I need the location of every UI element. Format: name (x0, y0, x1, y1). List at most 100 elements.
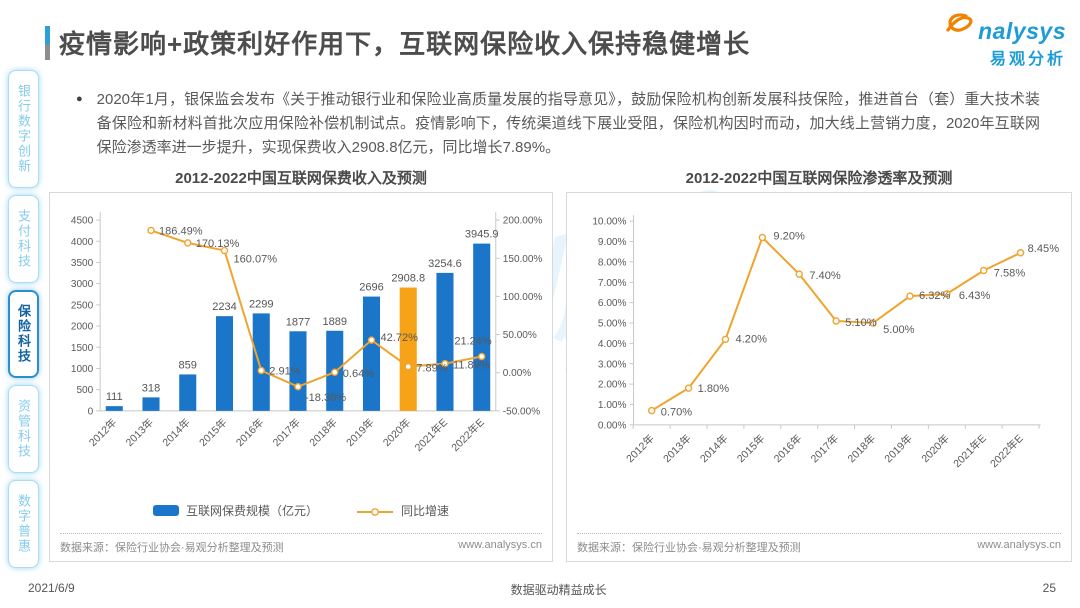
title-accent-bar (45, 26, 50, 60)
charts-row: 2012-2022中国互联网保费收入及预测 4500 4000 3500 3000 25… (49, 167, 1072, 562)
svg-text:5.00%: 5.00% (598, 319, 627, 330)
footer-date: 2021/6/9 (28, 581, 75, 595)
slide-footer: 2021/6/9 数据驱动精益成长 25 (28, 581, 1056, 598)
penetration-chart-block: 2012-2022中国互联网保险渗透率及预测 10.00% 9.00% 8.00% 7… (566, 167, 1072, 562)
premium-bar-line-chart: 4500 4000 3500 3000 2500 2000 1500 1000 500 0 200.… (71, 212, 543, 454)
website-text: www.analysys.cn (977, 539, 1061, 551)
svg-text:2015年: 2015年 (734, 432, 768, 466)
legend-item-premium-scale: 互联网保费规模（亿元） (152, 502, 318, 519)
svg-text:2012年: 2012年 (623, 432, 657, 466)
svg-text:4000: 4000 (71, 237, 94, 248)
svg-text:2000: 2000 (71, 322, 94, 333)
svg-text:1500: 1500 (71, 343, 94, 354)
svg-text:11.89%: 11.89% (453, 360, 490, 372)
analysys-logo: nalysys 易观分析 (944, 12, 1066, 69)
svg-text:3945.9: 3945.9 (465, 229, 499, 241)
svg-text:6.43%: 6.43% (959, 290, 991, 302)
summary-text: 2020年1月，银保监会发布《关于推动银行业和保险业高质量发展的指导意见》，鼓励… (96, 91, 1040, 156)
penetration-chart-source-row: 数据来源：保险行业协会·易观分析整理及预测 www.analysys.cn (577, 533, 1061, 555)
svg-text:150.00%: 150.00% (503, 254, 543, 265)
svg-text:100.00%: 100.00% (503, 292, 543, 303)
svg-text:0: 0 (88, 406, 94, 417)
svg-text:500: 500 (76, 385, 93, 396)
svg-text:7.00%: 7.00% (598, 278, 627, 289)
svg-text:318: 318 (142, 382, 160, 394)
logo-swirl-icon (944, 12, 978, 43)
svg-text:9.00%: 9.00% (598, 237, 627, 248)
svg-text:2014年: 2014年 (697, 432, 731, 466)
sidebar-item-payment-tech[interactable]: 支付科技 (8, 195, 39, 283)
sidebar-item-insurance-tech[interactable]: 保险科技 (8, 290, 39, 378)
svg-text:2696: 2696 (359, 282, 384, 294)
svg-text:5.10%: 5.10% (845, 317, 877, 329)
svg-text:2018年: 2018年 (307, 416, 341, 450)
svg-text:2014年: 2014年 (160, 416, 194, 450)
svg-text:1.80%: 1.80% (698, 383, 730, 395)
summary-bullet: ● 2020年1月，银保监会发布《关于推动银行业和保险业高质量发展的指导意见》，… (76, 88, 1040, 160)
svg-text:2019年: 2019年 (882, 432, 916, 466)
svg-text:3254.6: 3254.6 (428, 258, 462, 270)
svg-text:4500: 4500 (71, 216, 94, 227)
legend-item-yoy-growth: 同比增速 (356, 502, 449, 519)
svg-text:2015年: 2015年 (196, 416, 230, 450)
premium-chart-title: 2012-2022中国互联网保费收入及预测 (175, 170, 427, 187)
footer-page-number: 25 (1042, 581, 1056, 595)
svg-text:170.13%: 170.13% (196, 238, 240, 250)
svg-text:2021年E: 2021年E (412, 416, 450, 454)
premium-chart-block: 2012-2022中国互联网保费收入及预测 4500 4000 3500 3000 25… (49, 167, 553, 562)
svg-text:4.00%: 4.00% (598, 339, 627, 350)
penetration-line-chart: 10.00% 9.00% 8.00% 7.00% 6.00% 5.00% 4.00% 3.00… (592, 215, 1060, 470)
svg-text:2234: 2234 (212, 301, 237, 313)
svg-text:0.70%: 0.70% (661, 407, 693, 419)
svg-text:2020年: 2020年 (380, 416, 414, 450)
svg-text:3500: 3500 (71, 258, 94, 269)
svg-text:2017年: 2017年 (270, 416, 304, 450)
data-source-text: 数据来源：保险行业协会·易观分析整理及预测 (577, 542, 801, 554)
svg-text:1.00%: 1.00% (598, 400, 627, 411)
premium-chart-source-row: 数据来源：保险行业协会·易观分析整理及预测 www.analysys.cn (60, 533, 542, 555)
svg-text:2021年E: 2021年E (951, 432, 989, 470)
svg-text:4.20%: 4.20% (736, 333, 768, 345)
page-title: 疫情影响+政策利好作用下，互联网保险收入保持稳健增长 (59, 29, 751, 59)
premium-chart-box: 4500 4000 3500 3000 2500 2000 1500 1000 500 0 200.… (49, 192, 553, 562)
svg-text:7.58%: 7.58% (994, 268, 1026, 280)
svg-text:0.00%: 0.00% (503, 368, 531, 379)
svg-text:2.00%: 2.00% (598, 380, 627, 391)
section-sidebar: 银行数字创新 支付科技 保险科技 资管科技 数字普惠 (8, 70, 42, 568)
sidebar-item-asset-mgmt-tech[interactable]: 资管科技 (8, 385, 39, 473)
svg-text:50.00%: 50.00% (503, 330, 537, 341)
svg-text:2299: 2299 (249, 298, 274, 310)
logo-brand-text: nalysys (978, 18, 1066, 44)
svg-text:7.40%: 7.40% (809, 270, 841, 282)
svg-text:2017年: 2017年 (808, 432, 842, 466)
svg-text:7.89%: 7.89% (416, 363, 447, 375)
svg-text:9.20%: 9.20% (773, 231, 805, 243)
svg-text:3.00%: 3.00% (598, 359, 627, 370)
logo-brand-cn: 易观分析 (989, 51, 1066, 68)
sidebar-item-digital-inclusion[interactable]: 数字普惠 (8, 480, 39, 568)
svg-text:0.64%: 0.64% (343, 368, 374, 380)
svg-text:2.91%: 2.91% (269, 366, 300, 378)
svg-text:8.45%: 8.45% (1028, 243, 1060, 255)
website-text: www.analysys.cn (458, 539, 542, 551)
footer-motto: 数据驱动精益成长 (510, 583, 607, 597)
data-source-text: 数据来源：保险行业协会·易观分析整理及预测 (60, 542, 284, 554)
svg-text:2016年: 2016年 (233, 416, 267, 450)
legend-label-yoy-growth: 同比增速 (401, 504, 450, 518)
penetration-chart-box: 10.00% 9.00% 8.00% 7.00% 6.00% 5.00% 4.00% 3.00… (566, 192, 1072, 562)
svg-text:859: 859 (179, 359, 197, 371)
svg-text:200.00%: 200.00% (503, 216, 543, 227)
svg-text:42.72%: 42.72% (381, 332, 419, 344)
svg-text:2013年: 2013年 (660, 432, 694, 466)
bar-swatch-icon (152, 505, 179, 516)
svg-text:1877: 1877 (286, 316, 311, 328)
svg-text:6.32%: 6.32% (919, 290, 951, 302)
svg-text:186.49%: 186.49% (159, 225, 203, 237)
svg-text:10.00%: 10.00% (592, 217, 626, 228)
premium-chart-legend: 互联网保费规模（亿元） 同比增速 (50, 502, 552, 519)
svg-text:2022年E: 2022年E (449, 416, 487, 454)
penetration-chart-title: 2012-2022中国互联网保险渗透率及预测 (685, 170, 953, 187)
svg-text:2019年: 2019年 (343, 416, 377, 450)
sidebar-item-banking-digital-innovation[interactable]: 银行数字创新 (8, 70, 39, 188)
